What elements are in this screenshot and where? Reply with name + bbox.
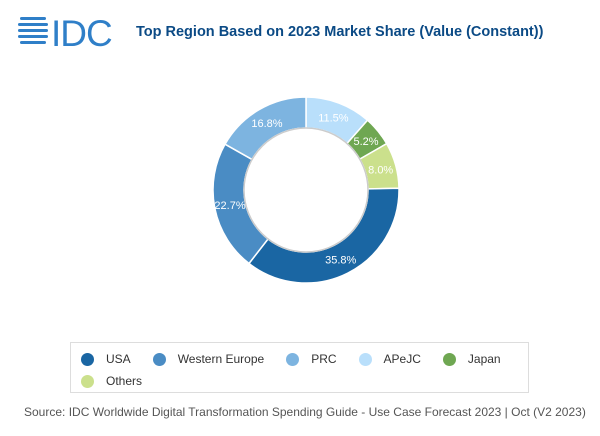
svg-text:IDC: IDC (51, 14, 112, 50)
data-label: 5.2% (353, 136, 378, 148)
legend-item-prc[interactable]: PRC (286, 348, 337, 370)
chart-title: Top Region Based on 2023 Market Share (V… (136, 24, 544, 40)
data-label: 8.0% (368, 164, 393, 176)
legend-label: APeJC (383, 352, 421, 366)
legend-item-apejc[interactable]: APeJC (358, 348, 421, 370)
legend-label: USA (106, 352, 131, 366)
source-note: Source: IDC Worldwide Digital Transforma… (24, 405, 586, 419)
legend: USA Western Europe PRC APeJC Japan Others (70, 342, 529, 393)
inner-ring (243, 127, 369, 253)
legend-swatch (152, 352, 166, 366)
idc-logo: IDC (18, 14, 113, 50)
legend-item-usa[interactable]: USA (81, 348, 131, 370)
data-label: 22.7% (214, 200, 245, 212)
legend-label: PRC (311, 352, 337, 366)
legend-item-others[interactable]: Others (81, 370, 142, 392)
legend-item-western-europe[interactable]: Western Europe (152, 348, 265, 370)
legend-label: Japan (467, 352, 501, 366)
data-label: 16.8% (251, 118, 282, 130)
legend-swatch (442, 352, 456, 366)
legend-swatch (81, 352, 94, 366)
data-label: 11.5% (318, 113, 349, 125)
legend-swatch (286, 352, 300, 366)
slice-usa[interactable] (247, 187, 400, 284)
data-label: 35.8% (325, 254, 356, 266)
legend-swatch (358, 352, 372, 366)
legend-label: Western Europe (177, 352, 265, 366)
legend-item-japan[interactable]: Japan (442, 348, 501, 370)
donut-chart: 11.5% 5.2% 8.0% 35.8% 22.7% 16.8% (212, 96, 400, 284)
legend-label: Others (106, 374, 143, 388)
legend-swatch (81, 374, 94, 388)
